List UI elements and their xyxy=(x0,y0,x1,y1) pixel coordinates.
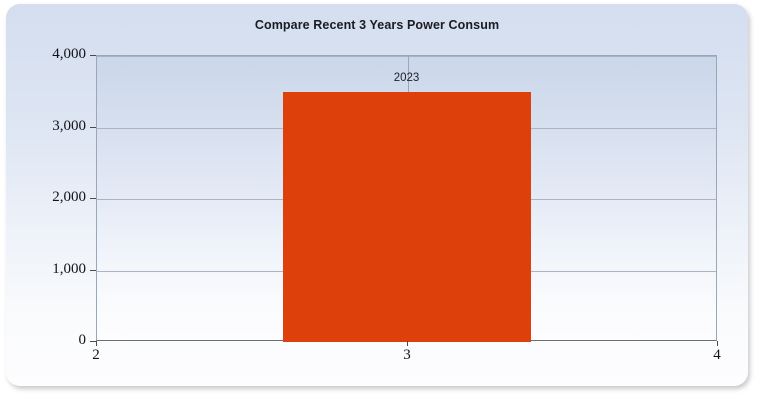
chart-panel: Compare Recent 3 Years Power Consum 0 1,0… xyxy=(6,4,748,386)
x-tick-label-4: 4 xyxy=(713,347,721,363)
x-tick-mark-2 xyxy=(96,341,97,346)
y-tick-mark-2000 xyxy=(90,198,96,199)
x-tick-label-3: 3 xyxy=(403,347,411,363)
y-tick-label-1000: 1,000 xyxy=(52,261,86,277)
x-tick-label-2: 2 xyxy=(92,347,100,363)
y-tick-mark-4000 xyxy=(90,55,96,56)
x-tick-mark-3 xyxy=(407,341,408,346)
y-tick-label-2000: 2,000 xyxy=(52,189,86,205)
y-tick-label-3000: 3,000 xyxy=(52,118,86,134)
y-tick-mark-1000 xyxy=(90,270,96,271)
gridline-y-4000 xyxy=(97,56,716,57)
x-tick-mark-4 xyxy=(717,341,718,346)
y-tick-label-0: 0 xyxy=(78,332,87,348)
bar-label-2023: 2023 xyxy=(393,71,420,84)
bar-2023[interactable] xyxy=(283,92,531,342)
y-tick-mark-3000 xyxy=(90,127,96,128)
y-tick-label-4000: 4,000 xyxy=(52,46,86,62)
plot-area xyxy=(96,55,717,342)
y-tick-mark-0 xyxy=(90,341,96,342)
chart-title: Compare Recent 3 Years Power Consum xyxy=(254,18,500,32)
